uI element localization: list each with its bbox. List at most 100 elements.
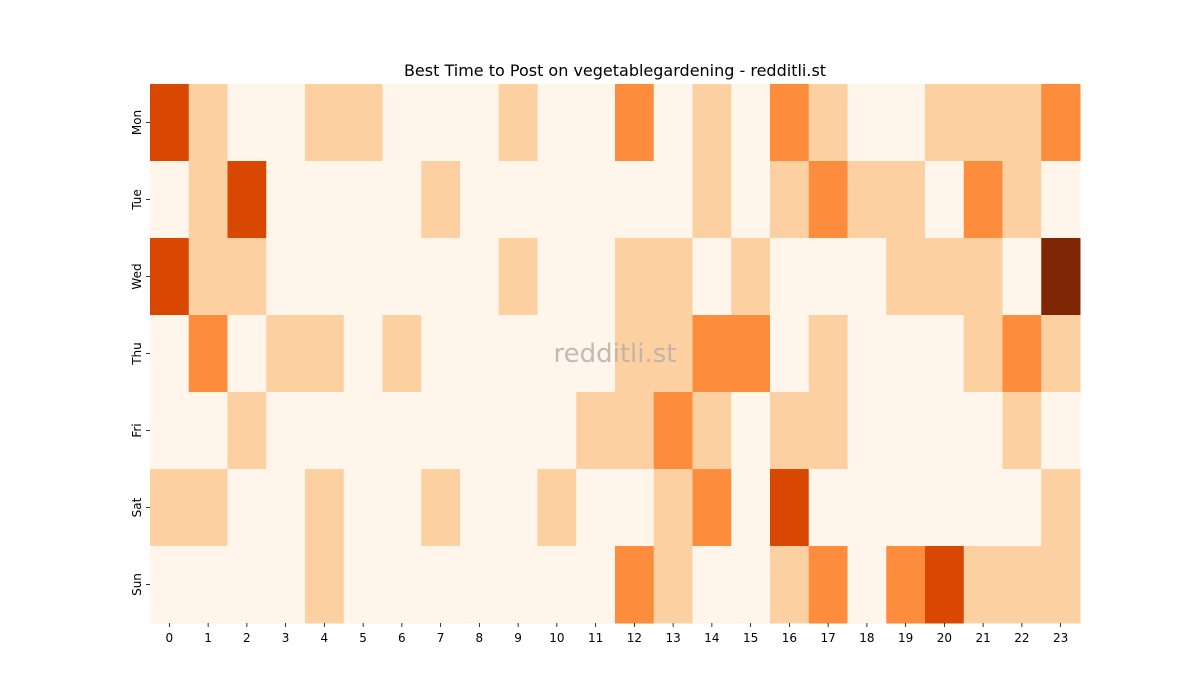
heatmap-cell-mon-13: [653, 84, 693, 162]
heatmap-cell-fri-0: [150, 392, 190, 470]
heatmap-cell-fri-7: [421, 392, 461, 470]
heatmap-cell-tue-5: [343, 161, 383, 239]
heatmap-cell-sun-19: [886, 546, 926, 624]
heatmap-cell-fri-12: [615, 392, 655, 470]
y-tick-label: Wed: [130, 263, 144, 289]
heatmap-cell-sun-23: [1041, 546, 1081, 624]
heatmap-cell-sat-15: [731, 469, 771, 547]
heatmap-cell-wed-13: [653, 238, 693, 316]
heatmap-cell-fri-20: [925, 392, 965, 470]
heatmap-cell-sat-2: [227, 469, 267, 547]
y-tick-label: Sun: [130, 573, 144, 596]
y-tick-label: Fri: [130, 423, 144, 437]
heatmap-cell-thu-16: [770, 315, 810, 393]
x-tick-label: 22: [1014, 631, 1029, 645]
heatmap-cell-sat-4: [305, 469, 345, 547]
heatmap-cell-sun-16: [770, 546, 810, 624]
heatmap-cell-mon-11: [576, 84, 616, 162]
heatmap-cell-thu-17: [808, 315, 848, 393]
heatmap-cell-thu-2: [227, 315, 267, 393]
heatmap-cell-sun-21: [963, 546, 1003, 624]
heatmap-cell-mon-3: [266, 84, 306, 162]
x-tick-label: 9: [514, 631, 522, 645]
heatmap-cell-mon-21: [963, 84, 1003, 162]
heatmap-cell-tue-2: [227, 161, 267, 239]
heatmap-cell-wed-2: [227, 238, 267, 316]
x-tick-label: 16: [782, 631, 797, 645]
heatmap-cell-mon-9: [498, 84, 538, 162]
heatmap-cell-tue-8: [460, 161, 500, 239]
x-tick-label: 20: [937, 631, 952, 645]
heatmap-cell-tue-11: [576, 161, 616, 239]
heatmap-cell-thu-6: [382, 315, 422, 393]
x-tick-label: 15: [743, 631, 758, 645]
heatmap-cell-fri-19: [886, 392, 926, 470]
heatmap-cell-tue-15: [731, 161, 771, 239]
heatmap-cell-sat-11: [576, 469, 616, 547]
heatmap-cell-wed-12: [615, 238, 655, 316]
heatmap-cell-tue-20: [925, 161, 965, 239]
heatmap-cell-tue-7: [421, 161, 461, 239]
heatmap-cell-sun-7: [421, 546, 461, 624]
y-tick-label: Tue: [130, 189, 144, 211]
heatmap-cell-mon-10: [537, 84, 577, 162]
heatmap-cell-fri-18: [847, 392, 887, 470]
heatmap-cell-mon-14: [692, 84, 732, 162]
x-tick-label: 6: [398, 631, 406, 645]
heatmap-cell-sun-4: [305, 546, 345, 624]
heatmap-cell-thu-8: [460, 315, 500, 393]
y-tick-label: Mon: [130, 110, 144, 135]
x-tick-label: 23: [1053, 631, 1068, 645]
heatmap-cell-tue-18: [847, 161, 887, 239]
heatmap-cell-tue-21: [963, 161, 1003, 239]
heatmap-cell-tue-22: [1002, 161, 1042, 239]
heatmap-cell-wed-1: [188, 238, 228, 316]
heatmap-cell-wed-22: [1002, 238, 1042, 316]
watermark-text: redditli.st: [554, 339, 677, 369]
x-tick-label: 17: [820, 631, 835, 645]
heatmap-cell-sun-6: [382, 546, 422, 624]
heatmap-cell-fri-17: [808, 392, 848, 470]
heatmap-cell-mon-7: [421, 84, 461, 162]
x-tick-label: 21: [975, 631, 990, 645]
heatmap-cell-thu-7: [421, 315, 461, 393]
heatmap-cell-wed-19: [886, 238, 926, 316]
heatmap-cell-sat-1: [188, 469, 228, 547]
heatmap-cell-tue-1: [188, 161, 228, 239]
heatmap-cell-fri-11: [576, 392, 616, 470]
heatmap-cells: [150, 84, 1081, 624]
heatmap-cell-tue-12: [615, 161, 655, 239]
heatmap-cell-mon-2: [227, 84, 267, 162]
heatmap-cell-wed-20: [925, 238, 965, 316]
heatmap-cell-fri-15: [731, 392, 771, 470]
heatmap-cell-fri-21: [963, 392, 1003, 470]
heatmap-cell-wed-21: [963, 238, 1003, 316]
heatmap-cell-sat-6: [382, 469, 422, 547]
heatmap-cell-fri-4: [305, 392, 345, 470]
heatmap-cell-tue-0: [150, 161, 190, 239]
heatmap-cell-thu-18: [847, 315, 887, 393]
heatmap-cell-wed-14: [692, 238, 732, 316]
heatmap-cell-fri-6: [382, 392, 422, 470]
heatmap-cell-mon-15: [731, 84, 771, 162]
heatmap-cell-mon-5: [343, 84, 383, 162]
heatmap-cell-wed-4: [305, 238, 345, 316]
heatmap-cell-fri-1: [188, 392, 228, 470]
heatmap-cell-thu-5: [343, 315, 383, 393]
heatmap-cell-mon-0: [150, 84, 190, 162]
heatmap-cell-tue-13: [653, 161, 693, 239]
heatmap-cell-thu-22: [1002, 315, 1042, 393]
heatmap-cell-sun-11: [576, 546, 616, 624]
heatmap-cell-sat-0: [150, 469, 190, 547]
x-tick-label: 4: [321, 631, 329, 645]
heatmap-cell-fri-5: [343, 392, 383, 470]
heatmap-cell-tue-23: [1041, 161, 1081, 239]
heatmap-cell-wed-3: [266, 238, 306, 316]
heatmap-cell-sat-16: [770, 469, 810, 547]
heatmap-cell-sun-5: [343, 546, 383, 624]
heatmap-cell-tue-3: [266, 161, 306, 239]
heatmap-cell-mon-1: [188, 84, 228, 162]
heatmap-cell-tue-16: [770, 161, 810, 239]
heatmap-cell-sat-9: [498, 469, 538, 547]
